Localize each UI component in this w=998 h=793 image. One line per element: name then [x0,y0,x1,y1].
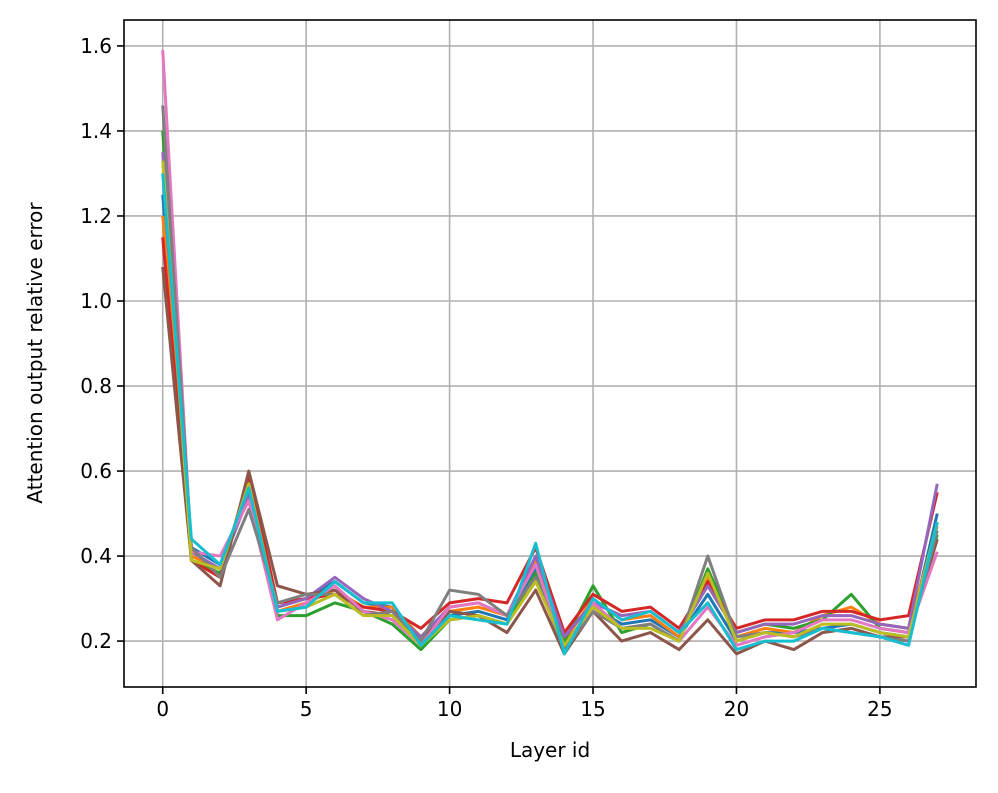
y-tick-label: 1.2 [80,204,112,228]
series-line [161,215,939,643]
plot-frame [123,19,977,688]
y-tick-label: 0.2 [80,629,112,653]
x-tick-label: 10 [437,697,462,721]
series-line [161,130,939,652]
series-line [161,152,939,639]
x-tick-label: 0 [156,697,169,721]
series-line [161,105,939,652]
x-tick-label: 25 [867,697,892,721]
series-line [161,237,939,635]
series-line [161,194,939,647]
series-line [161,160,939,647]
y-tick-label: 0.8 [80,374,112,398]
y-tick-label: 1.4 [80,119,112,143]
x-tick-label: 5 [300,697,313,721]
x-tick-label: 15 [580,697,605,721]
x-axis-label: Layer id [510,738,590,762]
y-tick-label: 0.4 [80,544,112,568]
y-tick-label: 0.6 [80,459,112,483]
y-tick-label: 1.0 [80,289,112,313]
series-line [161,50,939,652]
y-tick-label: 1.6 [80,34,112,58]
series-line [161,173,939,656]
x-tick-label: 20 [724,697,749,721]
series-line [161,266,939,656]
y-axis-label: Attention output relative error [23,202,47,504]
